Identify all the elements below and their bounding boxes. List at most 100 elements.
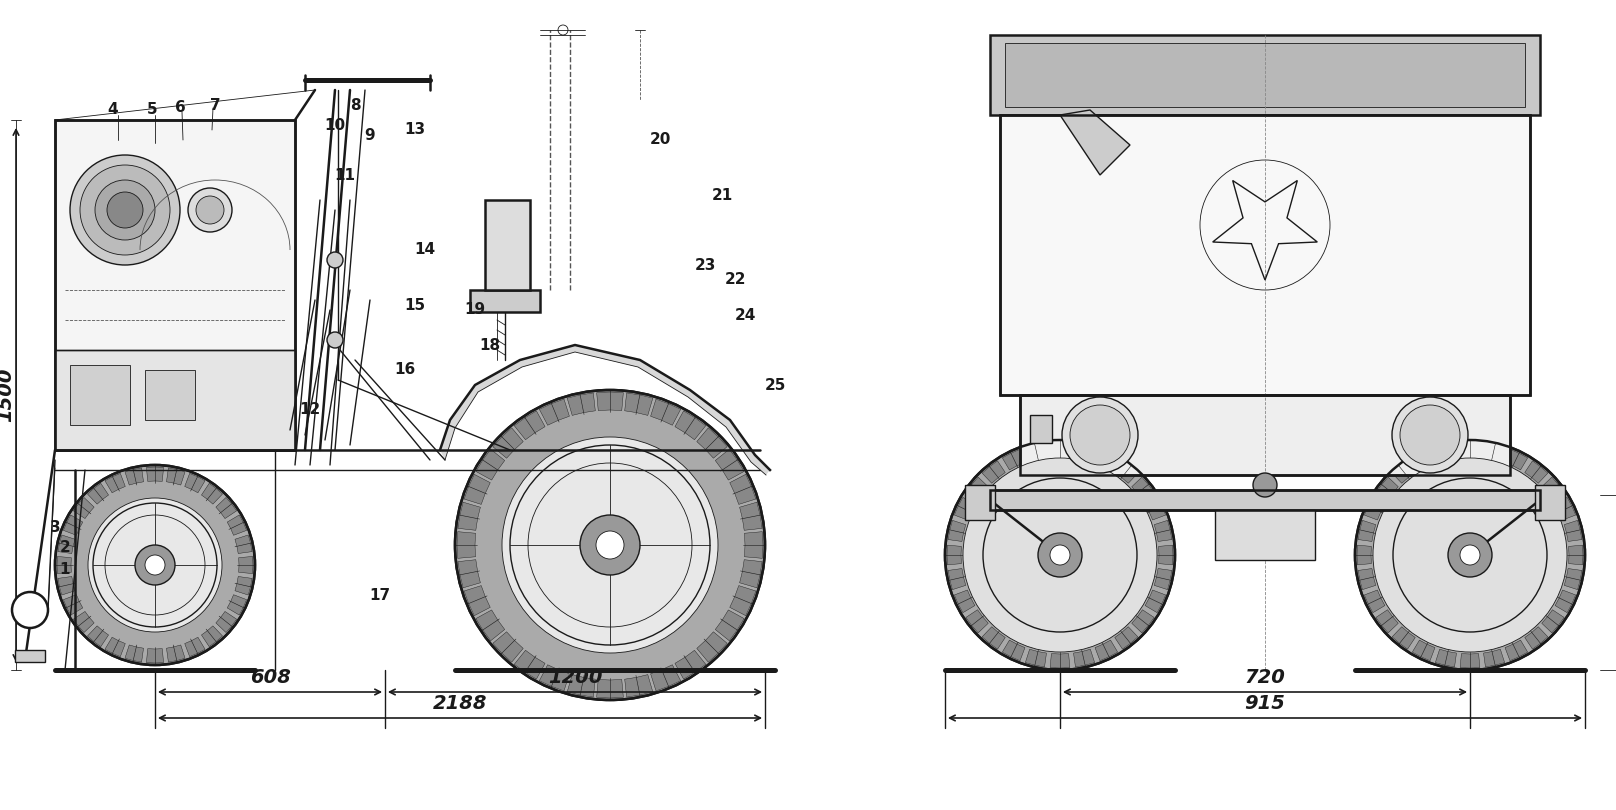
Bar	[1005, 43, 1526, 107]
Polygon shape	[63, 515, 82, 535]
Polygon shape	[1555, 497, 1576, 520]
Polygon shape	[234, 535, 252, 553]
Polygon shape	[493, 632, 524, 663]
Polygon shape	[540, 665, 569, 691]
Circle shape	[11, 592, 48, 628]
Bar	[1000, 115, 1530, 395]
Polygon shape	[1096, 450, 1118, 470]
Polygon shape	[596, 392, 624, 411]
Polygon shape	[58, 577, 74, 595]
Polygon shape	[966, 477, 989, 501]
Polygon shape	[1050, 654, 1070, 668]
Polygon shape	[1435, 650, 1456, 667]
Polygon shape	[1154, 520, 1172, 541]
Polygon shape	[1073, 650, 1094, 667]
Bar	[485, 200, 530, 290]
Text: 6: 6	[175, 100, 186, 116]
Polygon shape	[625, 675, 653, 697]
Circle shape	[95, 180, 155, 240]
Polygon shape	[58, 535, 74, 553]
Polygon shape	[1526, 461, 1548, 484]
Polygon shape	[87, 626, 108, 646]
Polygon shape	[124, 468, 144, 485]
Polygon shape	[955, 590, 974, 612]
Polygon shape	[745, 531, 763, 558]
Text: 24: 24	[734, 308, 756, 322]
Text: 14: 14	[414, 242, 436, 258]
Text: 15: 15	[404, 297, 425, 313]
Bar	[965, 485, 995, 520]
Circle shape	[1050, 545, 1070, 565]
Text: 720: 720	[1244, 668, 1285, 687]
Polygon shape	[1375, 610, 1398, 633]
Polygon shape	[540, 399, 569, 425]
Circle shape	[1459, 545, 1480, 565]
Text: 16: 16	[394, 363, 415, 377]
Bar	[1020, 395, 1509, 475]
Polygon shape	[1483, 443, 1504, 461]
Polygon shape	[514, 650, 545, 679]
Circle shape	[1252, 473, 1277, 497]
Polygon shape	[1412, 450, 1435, 470]
Polygon shape	[105, 473, 126, 492]
Polygon shape	[1364, 497, 1385, 520]
Text: 915: 915	[1244, 694, 1285, 713]
Polygon shape	[1146, 497, 1165, 520]
Polygon shape	[493, 428, 524, 458]
Polygon shape	[567, 675, 595, 697]
Polygon shape	[983, 461, 1005, 484]
Text: 1500: 1500	[0, 368, 16, 422]
Text: 13: 13	[404, 122, 425, 138]
Bar	[1020, 395, 1509, 475]
Polygon shape	[228, 595, 247, 615]
Text: 2: 2	[60, 540, 71, 556]
Polygon shape	[457, 502, 480, 531]
Text: 1200: 1200	[548, 668, 603, 687]
Bar	[69, 365, 129, 425]
Polygon shape	[651, 399, 680, 425]
Bar	[145, 370, 196, 420]
Circle shape	[1037, 533, 1083, 577]
Polygon shape	[1391, 461, 1416, 484]
Text: 20: 20	[650, 133, 671, 147]
Text: 8: 8	[349, 97, 360, 113]
Polygon shape	[696, 428, 727, 458]
Text: 2188: 2188	[433, 694, 488, 713]
Text: 10: 10	[325, 117, 346, 133]
Polygon shape	[475, 610, 504, 641]
Polygon shape	[228, 515, 247, 535]
Polygon shape	[1115, 627, 1138, 649]
Polygon shape	[1364, 590, 1385, 612]
Polygon shape	[1357, 545, 1372, 565]
Bar	[991, 35, 1540, 115]
Bar	[55, 350, 296, 450]
Polygon shape	[1146, 590, 1165, 612]
Polygon shape	[730, 475, 756, 505]
Polygon shape	[464, 586, 490, 616]
Polygon shape	[1159, 545, 1173, 565]
Bar	[1029, 415, 1052, 443]
Circle shape	[596, 531, 624, 559]
Circle shape	[456, 390, 764, 700]
Circle shape	[69, 155, 179, 265]
Polygon shape	[947, 545, 962, 565]
Polygon shape	[1412, 640, 1435, 661]
Polygon shape	[202, 484, 223, 504]
Polygon shape	[514, 411, 545, 440]
Bar	[55, 350, 296, 450]
Polygon shape	[1555, 590, 1576, 612]
Polygon shape	[740, 502, 763, 531]
Circle shape	[1374, 458, 1568, 652]
Polygon shape	[567, 393, 595, 416]
Polygon shape	[983, 627, 1005, 649]
Text: 22: 22	[724, 272, 745, 288]
Polygon shape	[1357, 569, 1375, 590]
Polygon shape	[63, 595, 82, 615]
Circle shape	[963, 458, 1157, 652]
Polygon shape	[1435, 443, 1456, 461]
Text: 11: 11	[335, 168, 356, 182]
Polygon shape	[73, 497, 94, 518]
Polygon shape	[1564, 520, 1582, 541]
Polygon shape	[87, 484, 108, 504]
Text: 12: 12	[299, 403, 320, 417]
